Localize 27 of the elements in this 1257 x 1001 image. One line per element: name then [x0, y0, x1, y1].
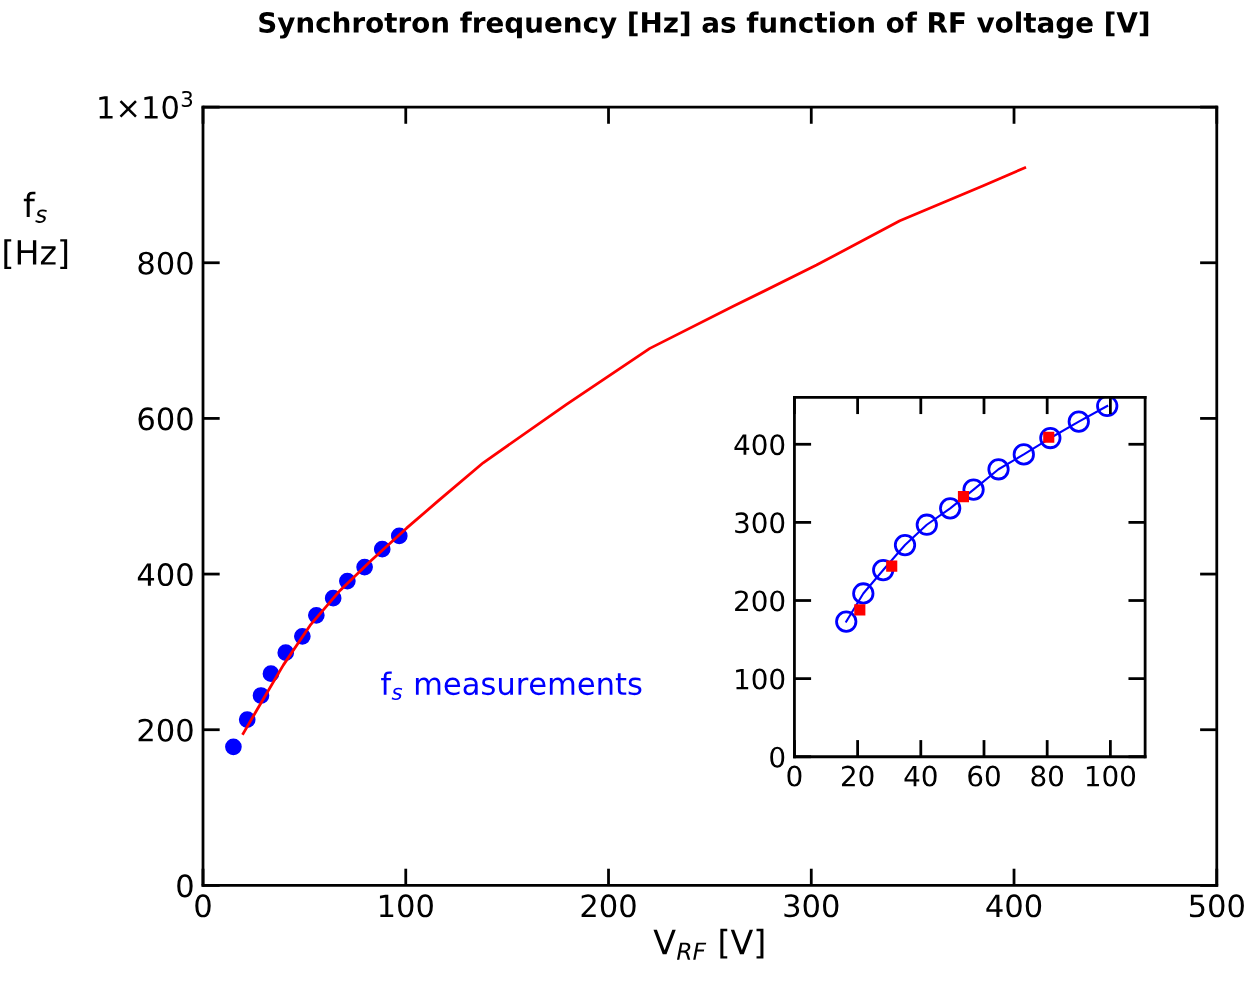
- x-tick-label: 100: [379, 894, 433, 918]
- y-tick-label: 800: [138, 251, 193, 275]
- y-tick-label: 400: [734, 434, 785, 456]
- x-tick-label: 80: [1031, 765, 1064, 787]
- y-tick-label: 200: [735, 590, 785, 612]
- x-tick-label: 60: [968, 765, 1000, 787]
- y-tick-label: 400: [137, 563, 193, 587]
- y-tick-label: 300: [735, 512, 785, 534]
- y-tick-label: 0: [177, 874, 193, 898]
- x-tick-label: 40: [904, 765, 937, 787]
- x-tick-label: 0: [195, 894, 211, 918]
- x-tick-label: 0: [787, 765, 802, 787]
- x-axis-title: V$_{RF}$ [V]: [653, 928, 764, 960]
- y-axis-title: f$_{s}$ [Hz]: [4, 191, 68, 269]
- chart-title: Synchrotron frequency [Hz] as function of RF voltage [V]: [259, 11, 1149, 39]
- y-tick-label: 600: [138, 407, 193, 431]
- y-tick-label: 200: [138, 718, 193, 742]
- text: f$_{s}$ measurements: [381, 671, 642, 701]
- x-tick-label: 500: [1189, 894, 1244, 918]
- x-tick-label: 100: [1086, 765, 1136, 787]
- x-tick-label: 300: [784, 894, 839, 918]
- y-tick-label: 1×10$^{3}$: [99, 90, 193, 119]
- x-tick-label: 200: [581, 894, 636, 918]
- y-tick-label: 0: [770, 746, 785, 768]
- x-tick-label: 400: [986, 894, 1042, 918]
- y-tick-label: 100: [736, 668, 785, 690]
- x-tick-label: 20: [841, 765, 874, 787]
